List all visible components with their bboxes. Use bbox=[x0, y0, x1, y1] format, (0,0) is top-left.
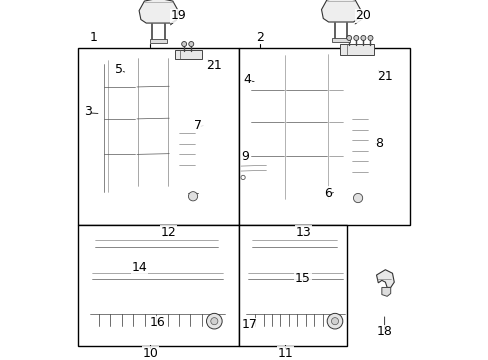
Polygon shape bbox=[139, 0, 178, 23]
Circle shape bbox=[188, 192, 197, 201]
Polygon shape bbox=[258, 222, 334, 231]
Text: 18: 18 bbox=[376, 325, 392, 338]
Bar bbox=[78, 48, 239, 225]
Polygon shape bbox=[343, 54, 371, 199]
Polygon shape bbox=[249, 229, 338, 261]
Bar bbox=[239, 225, 346, 346]
Text: 9: 9 bbox=[241, 150, 249, 163]
Polygon shape bbox=[327, 54, 343, 199]
Polygon shape bbox=[240, 160, 267, 179]
Polygon shape bbox=[321, 0, 360, 22]
Polygon shape bbox=[103, 53, 170, 66]
Text: 13: 13 bbox=[295, 226, 310, 239]
Polygon shape bbox=[136, 59, 170, 186]
Text: 8: 8 bbox=[375, 137, 383, 150]
Polygon shape bbox=[246, 262, 344, 289]
Text: 19: 19 bbox=[171, 9, 186, 22]
Text: 6: 6 bbox=[323, 187, 331, 200]
Polygon shape bbox=[102, 222, 214, 231]
Bar bbox=[340, 44, 373, 55]
Text: 7: 7 bbox=[194, 120, 202, 132]
Text: 4: 4 bbox=[243, 73, 251, 86]
Polygon shape bbox=[221, 261, 228, 275]
Bar bbox=[175, 50, 202, 59]
Polygon shape bbox=[381, 287, 390, 296]
Text: 3: 3 bbox=[83, 105, 91, 118]
Polygon shape bbox=[350, 113, 368, 177]
Polygon shape bbox=[102, 59, 136, 193]
Circle shape bbox=[331, 318, 338, 325]
Text: 10: 10 bbox=[142, 347, 158, 360]
Polygon shape bbox=[342, 261, 346, 275]
Text: 5: 5 bbox=[114, 63, 122, 76]
Polygon shape bbox=[214, 230, 224, 259]
Polygon shape bbox=[254, 256, 340, 263]
Text: 21: 21 bbox=[206, 59, 222, 72]
Polygon shape bbox=[170, 170, 200, 199]
Text: 1: 1 bbox=[90, 31, 98, 44]
Circle shape bbox=[206, 313, 222, 329]
Polygon shape bbox=[249, 49, 343, 57]
Polygon shape bbox=[86, 289, 228, 328]
Polygon shape bbox=[90, 262, 224, 289]
Circle shape bbox=[353, 193, 362, 203]
Polygon shape bbox=[249, 55, 285, 199]
Text: 11: 11 bbox=[277, 347, 293, 360]
Circle shape bbox=[360, 36, 365, 40]
Polygon shape bbox=[376, 270, 393, 287]
Text: 16: 16 bbox=[149, 316, 165, 329]
Text: 12: 12 bbox=[160, 226, 176, 239]
Polygon shape bbox=[343, 177, 370, 199]
Circle shape bbox=[210, 318, 218, 325]
Polygon shape bbox=[98, 256, 221, 263]
Polygon shape bbox=[242, 289, 346, 328]
Text: 2: 2 bbox=[256, 31, 264, 44]
Polygon shape bbox=[285, 54, 327, 199]
Circle shape bbox=[367, 36, 372, 40]
Circle shape bbox=[326, 313, 342, 329]
Text: 14: 14 bbox=[132, 261, 147, 274]
Text: 21: 21 bbox=[376, 70, 392, 83]
Circle shape bbox=[182, 41, 186, 46]
Polygon shape bbox=[202, 296, 228, 328]
Circle shape bbox=[353, 36, 358, 40]
Text: 17: 17 bbox=[242, 318, 257, 331]
Bar bbox=[78, 225, 239, 346]
Polygon shape bbox=[94, 229, 219, 261]
Text: 20: 20 bbox=[355, 9, 370, 22]
Circle shape bbox=[346, 36, 351, 40]
Polygon shape bbox=[177, 128, 196, 170]
Text: 15: 15 bbox=[295, 272, 310, 285]
Circle shape bbox=[188, 41, 193, 46]
Polygon shape bbox=[170, 59, 202, 188]
Polygon shape bbox=[149, 39, 167, 42]
Bar bbox=[239, 48, 408, 225]
Polygon shape bbox=[334, 230, 343, 259]
Polygon shape bbox=[331, 38, 349, 41]
